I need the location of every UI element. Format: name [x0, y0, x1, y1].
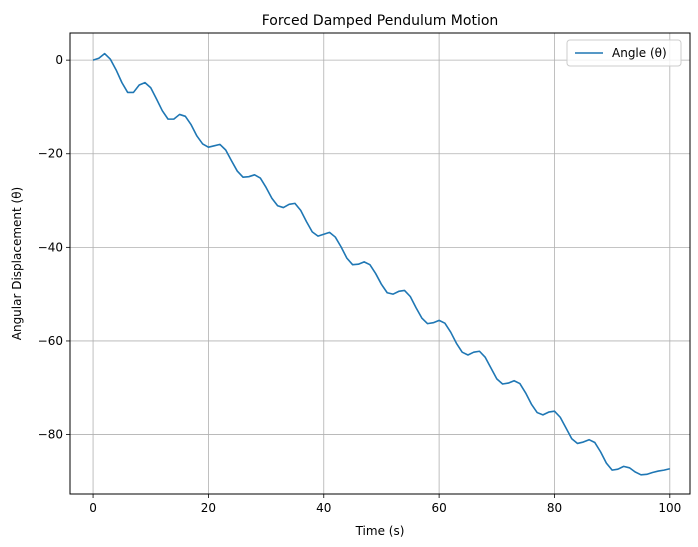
chart-title: Forced Damped Pendulum Motion [262, 13, 499, 29]
y-tick-label: −80 [38, 428, 63, 442]
y-tick-label: −40 [38, 240, 63, 254]
x-tick-label: 40 [316, 501, 331, 515]
plot-area-frame [69, 32, 691, 495]
axis-ticks: 0 20 40 60 80 100 0 −20 −40 −60 −80 [38, 53, 682, 515]
y-axis-title: Angular Displacement (θ) [10, 187, 24, 341]
x-tick-label: 60 [431, 501, 446, 515]
series-line-angle [92, 52, 670, 476]
y-tick-label: 0 [55, 53, 63, 67]
grid-lines [70, 33, 690, 494]
legend: Angle (θ) [566, 39, 682, 67]
y-tick-label: −60 [38, 334, 63, 348]
x-tick-label: 0 [89, 501, 97, 515]
x-axis-title: Time (s) [355, 524, 405, 538]
x-tick-label: 80 [547, 501, 562, 515]
x-tick-label: 100 [658, 501, 681, 515]
series-layer [92, 52, 670, 476]
x-tick-label: 20 [201, 501, 216, 515]
legend-box [566, 39, 682, 67]
legend-label: Angle (θ) [612, 46, 667, 60]
y-tick-label: −20 [38, 147, 63, 161]
